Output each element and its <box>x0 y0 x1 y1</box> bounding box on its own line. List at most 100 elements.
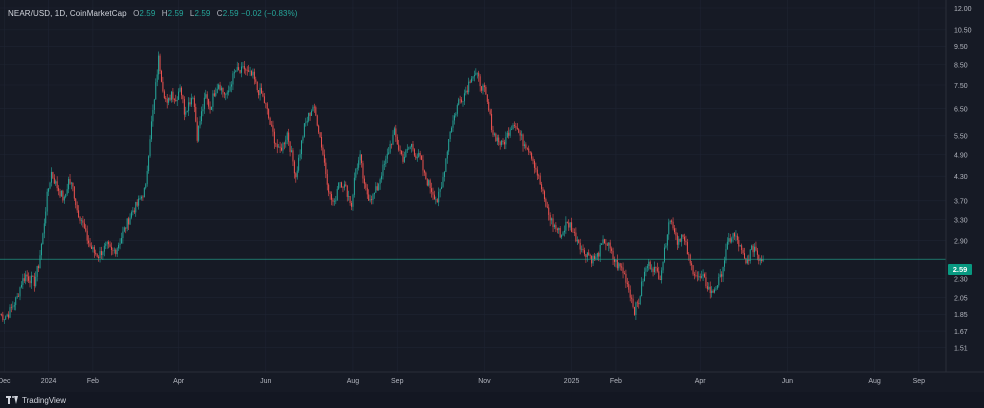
x-tick-label: 2025 <box>564 378 580 385</box>
candle-body <box>33 276 35 287</box>
candle-body <box>655 267 657 269</box>
candle-body <box>30 275 32 284</box>
candle-body <box>724 260 726 267</box>
candle-body <box>339 182 341 183</box>
candle-body <box>643 271 645 282</box>
candle-body <box>676 235 678 245</box>
candle-body <box>701 276 703 278</box>
candle-body <box>633 306 635 315</box>
candle-body <box>661 270 663 280</box>
candle-body <box>398 144 400 150</box>
time-axis[interactable]: Dec 2024 Feb Apr Jun Aug Sep Nov 2025 Feb Apr Jun Au… <box>0 371 984 385</box>
y-tick-label: 6.50 <box>954 106 968 113</box>
candle-body <box>6 314 8 317</box>
candle-body <box>709 286 711 294</box>
candle-body <box>372 194 374 201</box>
price-chart[interactable]: 12.00 10.50 9.50 8.50 7.50 6.50 5.50 4.90 4.30 3.… <box>0 0 984 392</box>
candle-body <box>443 171 445 178</box>
y-tick-label: 1.51 <box>954 345 968 352</box>
candle-body <box>518 129 520 133</box>
candle-body <box>755 246 757 251</box>
candle-body <box>466 90 468 93</box>
candle-body <box>506 132 508 138</box>
candle-body <box>65 193 67 198</box>
candle-body <box>125 227 127 229</box>
chart-area[interactable]: 12.00 10.50 9.50 8.50 7.50 6.50 5.50 4.90 4.30 3.… <box>0 0 984 392</box>
candle-body <box>756 250 758 255</box>
candle-body <box>110 246 112 250</box>
candle-body <box>183 99 185 115</box>
candle-body <box>601 243 603 245</box>
candle-body <box>393 128 395 135</box>
candle-body <box>130 212 132 218</box>
candle-body <box>523 144 525 146</box>
symbol-label: NEAR/USD, 1D, CoinMarketCap <box>8 9 127 18</box>
candle-body <box>433 194 435 200</box>
candle-body <box>441 186 443 190</box>
candle-body <box>489 110 491 114</box>
candle-body <box>92 247 94 249</box>
candle-body <box>672 221 674 229</box>
x-tick-label: Apr <box>695 378 707 385</box>
candle-body <box>236 67 238 71</box>
candle-body <box>533 160 535 168</box>
candle-body <box>679 238 681 242</box>
candle-body <box>482 85 484 91</box>
price-axis[interactable]: 12.00 10.50 9.50 8.50 7.50 6.50 5.50 4.90 4.30 3.… <box>945 0 972 372</box>
candle-body <box>528 148 530 152</box>
candle-body <box>343 184 345 188</box>
candle-body <box>656 268 658 272</box>
candle-body <box>66 189 68 194</box>
open-label: O <box>133 9 140 18</box>
candle-body <box>402 154 404 162</box>
candle-body <box>376 186 378 191</box>
candle-body <box>138 198 140 206</box>
candle-body <box>486 94 488 102</box>
candle-body <box>399 149 401 151</box>
candle-body <box>669 220 671 223</box>
x-tick-label: Aug <box>868 378 881 385</box>
candle-body <box>53 177 55 184</box>
candle-body <box>145 184 147 188</box>
candle-body <box>258 90 260 96</box>
candle-body <box>345 184 347 186</box>
candle-body <box>615 259 617 262</box>
tradingview-logo[interactable]: TradingView <box>6 394 66 406</box>
candle-body <box>40 244 42 256</box>
candle-body <box>76 204 78 211</box>
candle-body <box>651 268 653 270</box>
candle-body <box>230 84 232 87</box>
candle-body <box>285 139 287 145</box>
candle-body <box>146 171 148 185</box>
candle-body <box>476 72 478 74</box>
candle-body <box>631 297 633 299</box>
candle-body <box>396 136 398 145</box>
candle-body <box>458 99 460 106</box>
candle-body <box>206 94 208 99</box>
candle-body <box>122 231 124 239</box>
candle-body <box>3 319 5 321</box>
candle-body <box>412 143 414 150</box>
candle-body <box>641 281 643 297</box>
candle-body <box>558 227 560 231</box>
candle-body <box>185 111 187 115</box>
candle-body <box>721 274 723 277</box>
candle-body <box>436 199 438 203</box>
candle-body <box>100 251 102 256</box>
candle-body <box>595 256 597 260</box>
candle-body <box>559 227 561 238</box>
candle-body <box>193 97 195 107</box>
candle-body <box>608 242 610 246</box>
candle-body <box>571 222 573 232</box>
candle-body <box>336 188 338 201</box>
candle-body <box>475 72 477 76</box>
candle-body <box>545 199 547 207</box>
candle-body <box>736 235 738 241</box>
candle-body <box>508 132 510 136</box>
candle-body <box>366 187 368 195</box>
candle-body <box>511 129 513 130</box>
candle-body <box>525 144 527 149</box>
candle-body <box>128 218 130 225</box>
candle-body <box>153 99 155 110</box>
candle-body <box>289 141 291 152</box>
